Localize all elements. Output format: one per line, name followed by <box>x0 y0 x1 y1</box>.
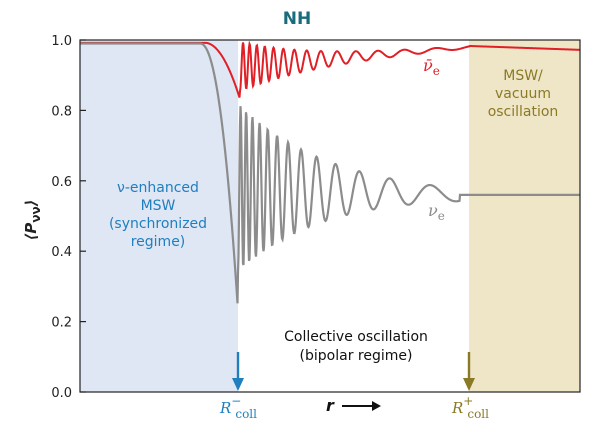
region-synchronized <box>80 40 238 392</box>
svg-text:R+coll: R+ coll <box>451 394 489 421</box>
y-tick-label: 0.4 <box>51 245 72 260</box>
svg-text:(synchronized: (synchronized <box>109 216 207 232</box>
region-text-bipolar: Collective oscillation (bipolar regime) <box>284 329 428 364</box>
y-tick-label: 0.6 <box>51 175 72 190</box>
svg-text:r: r <box>326 396 335 415</box>
x-axis-label: r <box>326 396 381 415</box>
y-tick-label: 0.0 <box>51 386 72 401</box>
marker-r-coll-minus: R− coll <box>219 352 257 421</box>
y-axis: 0.0 0.2 0.4 0.6 0.8 1.0 <box>51 34 86 401</box>
marker-r-coll-plus: R+ coll <box>451 352 489 421</box>
y-tick-label: 0.8 <box>51 104 72 119</box>
y-tick-label: 0.2 <box>51 316 72 331</box>
svg-text:(bipolar regime): (bipolar regime) <box>300 348 413 364</box>
series-label-anti-nu-e: ν̄e <box>423 56 440 78</box>
svg-text:oscillation: oscillation <box>488 104 559 120</box>
svg-text:vacuum: vacuum <box>495 86 551 102</box>
chart-title: NH <box>283 9 311 29</box>
svg-text:R−coll: R− coll <box>219 394 257 421</box>
series-line-nu-e <box>80 42 580 304</box>
svg-text:MSW/: MSW/ <box>503 68 543 84</box>
y-axis-label: ⟨Pνν⟩ <box>22 199 43 240</box>
region-text-synchronized: ν-enhanced MSW (synchronized regime) <box>109 180 207 250</box>
region-msw-vacuum <box>469 40 580 392</box>
svg-text:Collective oscillation: Collective oscillation <box>284 329 428 345</box>
svg-text:ν-enhanced: ν-enhanced <box>117 180 199 196</box>
plot-frame <box>79 39 581 393</box>
svg-text:MSW: MSW <box>141 198 176 214</box>
region-text-msw-vacuum: MSW/ vacuum oscillation <box>488 68 559 120</box>
series-label-nu-e: νe <box>428 201 445 223</box>
svg-text:regime): regime) <box>131 234 186 250</box>
y-tick-label: 1.0 <box>51 34 72 49</box>
